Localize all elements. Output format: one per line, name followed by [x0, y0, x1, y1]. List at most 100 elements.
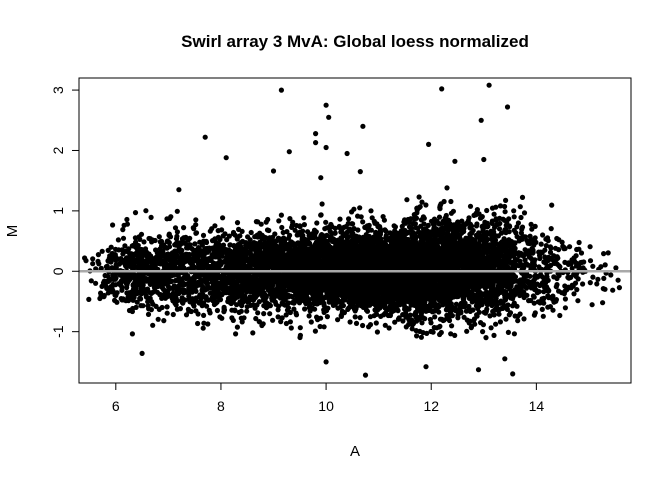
- data-point: [124, 216, 130, 223]
- data-point: [450, 208, 456, 214]
- data-point: [459, 229, 465, 235]
- data-point: [117, 260, 123, 266]
- data-point: [600, 300, 606, 306]
- data-point: [550, 307, 556, 313]
- data-point: [386, 325, 392, 331]
- data-point: [129, 331, 135, 337]
- data-point: [416, 194, 422, 200]
- data-point: [204, 303, 210, 309]
- data-point: [291, 306, 297, 312]
- data-point: [95, 258, 101, 264]
- data-point: [200, 325, 206, 331]
- data-point: [172, 225, 179, 231]
- data-point: [518, 230, 525, 236]
- data-point: [234, 220, 241, 226]
- data-point: [244, 308, 250, 314]
- data-point: [301, 215, 307, 221]
- data-point: [193, 217, 199, 223]
- data-point: [503, 197, 509, 203]
- data-point: [396, 315, 402, 321]
- data-point: [99, 283, 105, 289]
- data-point: [114, 299, 120, 305]
- data-point: [137, 236, 143, 242]
- data-point: [452, 332, 458, 338]
- data-point: [201, 312, 207, 318]
- data-point: [600, 286, 606, 292]
- data-point: [382, 227, 388, 233]
- data-point: [587, 244, 593, 250]
- data-point: [129, 243, 135, 249]
- data-point: [549, 202, 555, 208]
- data-point: [297, 332, 303, 338]
- data-point: [215, 228, 221, 234]
- data-point: [109, 265, 115, 271]
- data-point: [534, 281, 540, 287]
- chart-title: Swirl array 3 MvA: Global loess normaliz…: [181, 32, 529, 51]
- data-point: [404, 197, 410, 203]
- data-point: [547, 304, 554, 310]
- data-point: [493, 217, 499, 223]
- data-point: [521, 210, 528, 216]
- data-point: [90, 256, 96, 262]
- data-point: [314, 220, 320, 226]
- data-point: [363, 232, 369, 238]
- data-point: [300, 228, 306, 234]
- data-point: [480, 329, 486, 335]
- data-point: [302, 306, 308, 312]
- data-point: [511, 331, 517, 337]
- data-point: [373, 320, 379, 326]
- data-point: [580, 281, 586, 287]
- data-point: [543, 243, 549, 249]
- data-point: [517, 204, 523, 210]
- data-point: [219, 315, 225, 321]
- data-point: [321, 324, 327, 330]
- data-point: [141, 239, 147, 245]
- data-point: [327, 228, 333, 234]
- data-point: [170, 311, 176, 318]
- data-point: [205, 321, 211, 327]
- data-point: [113, 262, 119, 268]
- data-point: [408, 225, 414, 231]
- data-point: [290, 219, 296, 225]
- data-point: [511, 227, 517, 233]
- data-point: [270, 317, 276, 323]
- data-point: [511, 208, 517, 214]
- data-point: [360, 219, 366, 225]
- data-point: [155, 316, 161, 322]
- data-point: [283, 312, 289, 318]
- data-point: [417, 314, 423, 320]
- data-point: [261, 311, 267, 317]
- data-point: [521, 294, 527, 301]
- data-point: [421, 221, 427, 227]
- data-point: [428, 328, 434, 335]
- data-point: [319, 201, 325, 207]
- data-point: [543, 236, 549, 242]
- data-point: [448, 198, 454, 205]
- data-point: [590, 263, 596, 269]
- data-point: [484, 207, 490, 214]
- data-point: [556, 247, 562, 253]
- data-point: [496, 226, 503, 232]
- data-point: [449, 323, 455, 329]
- data-point: [138, 296, 144, 302]
- data-point: [148, 214, 154, 220]
- data-point: [278, 239, 284, 246]
- data-point: [133, 304, 139, 310]
- data-point: [368, 208, 374, 214]
- data-point: [557, 312, 563, 319]
- data-point: [567, 244, 573, 250]
- data-point: [589, 302, 595, 308]
- data-point: [140, 303, 146, 309]
- data-point: [174, 229, 180, 235]
- data-point: [530, 260, 536, 266]
- data-point: [276, 218, 282, 224]
- data-point: [554, 275, 560, 282]
- data-point: [266, 227, 272, 234]
- data-point: [419, 320, 425, 326]
- data-point: [538, 241, 544, 247]
- data-point: [362, 224, 368, 230]
- data-point: [548, 226, 554, 232]
- data-point: [587, 258, 594, 264]
- data-point: [139, 246, 145, 253]
